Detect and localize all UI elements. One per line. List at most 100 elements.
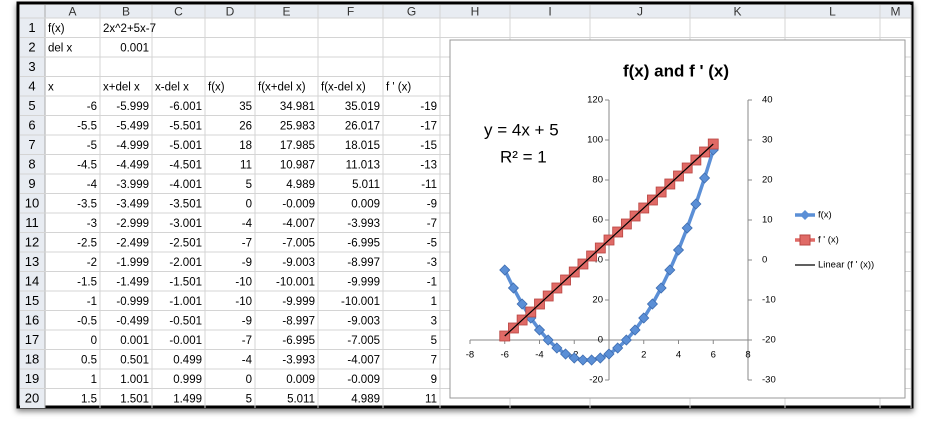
cell: 5 [246,179,252,191]
marker [698,172,711,184]
cell: 5.011 [352,179,380,191]
y-tick-label: 100 [587,135,603,146]
cell: -3 [87,218,97,230]
cell: -10.001 [276,276,315,288]
row-header: 19 [25,371,39,386]
cell: -5 [87,140,97,152]
cell: 2x^2+5x-7 [103,23,156,35]
trendline-equation: y = 4x + 5 [484,120,559,139]
cell: -9.999 [347,276,380,288]
y2-tick-label: 20 [762,175,773,186]
cell: 1.499 [173,393,202,405]
cell: 0.999 [173,374,202,386]
legend-marker [800,210,810,220]
cell: 11 [425,393,437,405]
cell: -6.001 [169,101,202,113]
cell: -11 [421,179,437,191]
cell: 0.001 [120,335,149,347]
cell: -2 [87,257,97,269]
cell: -3.999 [116,179,149,191]
marker [559,348,572,360]
x-tick-label: 6 [711,350,716,361]
cell: x+del x [103,81,140,93]
column-header: I [548,5,551,19]
cell: -7.005 [347,335,380,347]
marker [594,352,606,364]
cell: -2.5 [77,237,97,249]
cell: x [48,81,54,93]
cell: -4.5 [77,159,97,171]
cell: 35 [239,101,252,113]
cell: -9.999 [282,296,315,308]
cell: -0.001 [169,335,202,347]
cell: -10 [235,276,252,288]
cell: -13 [420,159,437,171]
cell: 1.5 [81,393,97,405]
cell: 0 [246,374,252,386]
marker [603,348,615,360]
marker [690,198,702,210]
cell: -7 [427,218,437,230]
cell: -10.001 [341,296,380,308]
cell: 18.015 [345,140,380,152]
chart-title: f(x) and f ' (x) [623,61,729,80]
x-tick-label: -6 [501,350,509,361]
row-header: 6 [28,118,35,133]
column-header: G [407,5,416,19]
cell: -5.499 [116,120,149,132]
cell: 1 [91,374,97,386]
column-header: A [68,5,76,19]
marker [629,324,641,336]
row-header: 15 [25,293,39,308]
y2-tick-label: 30 [762,135,773,146]
cell: -7 [242,237,252,249]
row-header: 14 [25,274,39,289]
cell: -4.001 [169,179,202,191]
row-header: 7 [28,137,35,152]
x-tick-label: 2 [641,350,646,361]
cell: -9.003 [347,315,380,327]
x-tick-label: 8 [745,350,750,361]
cell: -6.995 [282,335,315,347]
cell: 0.009 [286,374,315,386]
cell: -0.499 [116,315,149,327]
cell: -3.499 [116,198,149,210]
cell: 7 [431,354,437,366]
column-header: E [282,5,290,19]
cell: -0.5 [77,315,97,327]
cell: -1.499 [116,276,149,288]
cell: -1.5 [77,276,97,288]
y2-tick-label: 0 [762,255,767,266]
marker [568,352,580,364]
cell: -4 [242,218,253,230]
cell: -10 [235,296,252,308]
row-header: 11 [25,215,39,230]
trendline [504,143,714,337]
cell: 4.989 [286,179,315,191]
row-header: 8 [28,157,35,172]
marker [542,334,554,346]
marker [655,282,667,294]
cell: 26.017 [345,120,380,132]
cell: -1 [427,276,437,288]
y-tick-label: 20 [592,295,603,306]
cell: -4.999 [116,140,149,152]
cell: -5.999 [116,101,149,113]
cell: f(x-del x) [321,81,366,93]
cell: f(x+del x) [258,81,306,93]
row-header: 10 [25,196,39,211]
y-tick-label: 0 [598,335,603,346]
column-header: M [891,5,901,19]
cell: -19 [420,101,437,113]
cell: 0.5 [81,354,97,366]
column-header-bar [20,5,911,18]
chart-area [449,39,906,399]
cell: 0.501 [120,354,149,366]
x-tick-label: -8 [466,350,474,361]
row-header: 4 [28,79,35,94]
cell: -2.001 [169,257,202,269]
column-header: J [637,5,643,19]
cell: 11 [240,159,252,171]
